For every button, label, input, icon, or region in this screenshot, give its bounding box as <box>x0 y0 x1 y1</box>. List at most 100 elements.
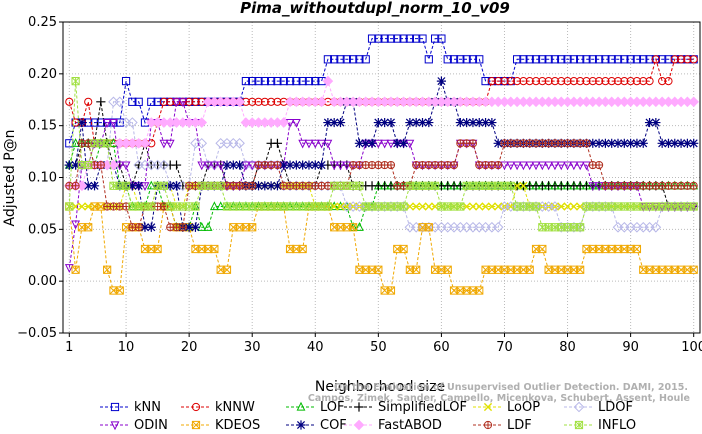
data-point <box>165 181 175 191</box>
data-point <box>537 161 547 171</box>
series-simplifiedlof <box>64 97 699 212</box>
series-line-odin <box>68 101 694 268</box>
legend-marker <box>573 401 585 413</box>
data-point <box>538 76 547 86</box>
data-point <box>468 55 478 64</box>
data-point <box>683 55 692 64</box>
data-point <box>651 117 661 128</box>
data-point <box>557 76 566 86</box>
y-tick-label: −0.05 <box>17 326 57 341</box>
data-point <box>576 76 585 86</box>
data-point <box>196 137 208 149</box>
data-point <box>506 181 515 190</box>
y-tick-label: 0.15 <box>28 119 57 134</box>
data-point <box>103 265 112 274</box>
legend-label: kNNW <box>215 400 255 415</box>
data-point <box>210 244 219 254</box>
data-point <box>147 202 156 211</box>
data-point <box>613 76 623 86</box>
data-point <box>367 138 377 148</box>
data-point <box>121 76 131 86</box>
data-point <box>203 161 213 171</box>
data-point <box>128 97 137 106</box>
data-point <box>241 76 251 86</box>
data-point <box>676 55 686 64</box>
data-point <box>399 34 408 43</box>
data-point <box>310 160 320 170</box>
data-point <box>468 202 478 211</box>
data-point <box>96 202 105 211</box>
data-point <box>399 202 408 211</box>
data-point <box>103 139 112 148</box>
series-line-ldf <box>69 142 694 228</box>
data-point <box>487 76 496 86</box>
series-line-fastabod <box>69 79 694 187</box>
data-point <box>272 181 283 191</box>
data-point <box>96 160 105 170</box>
data-point <box>254 76 263 86</box>
data-point <box>71 220 81 230</box>
data-point <box>525 161 535 171</box>
data-point <box>374 34 383 43</box>
data-point <box>310 139 320 149</box>
data-point <box>494 160 503 170</box>
data-point <box>632 55 642 64</box>
data-point <box>71 76 80 86</box>
data-point <box>330 55 339 64</box>
data-point <box>185 97 194 106</box>
data-point <box>322 75 334 87</box>
x-tick-label: 10 <box>118 340 135 355</box>
data-point <box>689 55 698 64</box>
legend-item-kdeos: KDEOS <box>181 418 260 433</box>
data-point <box>285 160 295 170</box>
data-point <box>449 55 459 64</box>
data-point <box>197 161 207 171</box>
legend-label: LOF <box>320 400 345 415</box>
data-point <box>437 34 446 43</box>
data-point <box>279 76 288 86</box>
data-point <box>519 55 528 64</box>
data-point <box>166 97 175 106</box>
series-fastabod <box>63 75 700 192</box>
data-point <box>449 160 459 170</box>
data-point <box>349 223 358 232</box>
data-point <box>361 55 370 64</box>
data-point <box>196 117 208 128</box>
data-point <box>254 97 263 106</box>
data-point <box>311 76 320 86</box>
data-point <box>632 76 642 86</box>
legend-label: LoOP <box>507 400 540 415</box>
data-point <box>153 97 162 106</box>
x-tick-label: 60 <box>433 340 450 355</box>
data-point <box>272 138 283 148</box>
data-point <box>121 161 131 171</box>
data-point <box>620 76 629 86</box>
data-point <box>216 201 226 211</box>
legend-label: SimplifiedLOF <box>378 400 467 415</box>
data-point <box>525 265 534 274</box>
data-point <box>556 161 566 171</box>
data-point <box>273 97 282 106</box>
data-point <box>531 161 541 171</box>
data-point <box>267 97 276 106</box>
data-point <box>323 139 333 149</box>
data-point <box>127 117 138 128</box>
data-point <box>354 138 365 148</box>
data-point <box>550 55 560 64</box>
data-point <box>456 202 465 211</box>
data-point <box>431 181 440 190</box>
data-point <box>538 244 547 254</box>
data-point <box>304 76 314 86</box>
data-point <box>512 161 522 171</box>
legend-item-cof: COF <box>286 418 347 433</box>
ticks: −0.05 0.00 0.05 0.10 0.15 0.20 0.25 1 10 20 30 40 50… <box>17 15 702 355</box>
data-point <box>492 221 504 233</box>
data-point <box>342 55 351 64</box>
data-point <box>139 137 151 149</box>
data-point <box>190 222 201 232</box>
y-tick-label: 0.00 <box>28 274 57 289</box>
data-point <box>689 181 698 190</box>
data-point <box>361 138 371 148</box>
data-point <box>380 34 389 43</box>
data-point <box>563 161 572 171</box>
